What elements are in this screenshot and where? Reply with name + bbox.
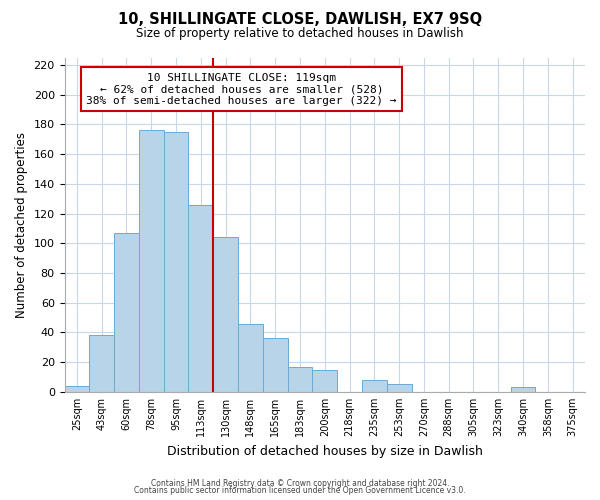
Bar [263,338,287,392]
Y-axis label: Number of detached properties: Number of detached properties [15,132,28,318]
Text: 10, SHILLINGATE CLOSE, DAWLISH, EX7 9SQ: 10, SHILLINGATE CLOSE, DAWLISH, EX7 9SQ [118,12,482,28]
Bar [511,388,535,392]
Bar [313,370,337,392]
Bar [139,130,164,392]
Text: Contains HM Land Registry data © Crown copyright and database right 2024.: Contains HM Land Registry data © Crown c… [151,478,449,488]
Bar [287,366,313,392]
Text: Size of property relative to detached houses in Dawlish: Size of property relative to detached ho… [136,28,464,40]
Bar [65,386,89,392]
Bar [164,132,188,392]
Bar [238,324,263,392]
Bar [387,384,412,392]
Bar [114,233,139,392]
Bar [213,238,238,392]
Text: Contains public sector information licensed under the Open Government Licence v3: Contains public sector information licen… [134,486,466,495]
X-axis label: Distribution of detached houses by size in Dawlish: Distribution of detached houses by size … [167,444,483,458]
Bar [362,380,387,392]
Text: 10 SHILLINGATE CLOSE: 119sqm
← 62% of detached houses are smaller (528)
38% of s: 10 SHILLINGATE CLOSE: 119sqm ← 62% of de… [86,72,397,106]
Bar [188,204,213,392]
Bar [89,336,114,392]
